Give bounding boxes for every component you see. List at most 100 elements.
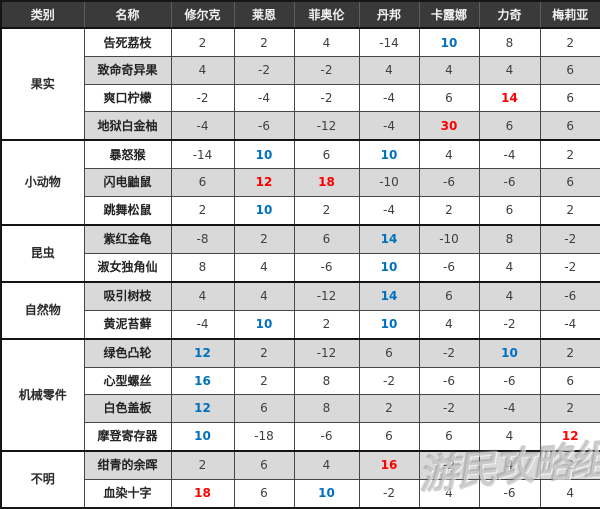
category-cell: 自然物: [0, 280, 85, 340]
value-cell: 8: [170, 252, 235, 283]
value-cell: -2: [170, 83, 235, 113]
value-cell: -2: [293, 83, 360, 113]
value-cell: 14: [478, 83, 541, 113]
value-cell: -2: [358, 478, 420, 509]
value-cell: -6: [293, 252, 360, 283]
value-cell: 2: [170, 449, 235, 480]
value-cell: 4: [358, 56, 420, 85]
value-cell: -12: [293, 111, 360, 141]
value-cell: 10: [358, 139, 420, 170]
value-cell: 4: [233, 280, 295, 311]
value-cell: 6: [539, 168, 600, 197]
table-row: 不明 绀青的余晖 2 6 4 16 -2 4 2: [0, 449, 600, 509]
table-body: 果实 告死荔枝 2 2 4 -14 10 8 2 致命奇异果 4 -2 -2 4 4 4 6 爽口柠檬 -2 -4 -2…: [0, 26, 600, 509]
value-cell: 8: [293, 394, 360, 423]
value-cell: 2: [418, 195, 480, 226]
value-cell: 4: [418, 56, 480, 85]
value-cell: 2: [539, 337, 600, 368]
value-cell: 10: [478, 337, 541, 368]
value-cell: 4: [539, 478, 600, 509]
value-cell: 6: [358, 337, 420, 368]
item-name-cell: 暴怒猴: [83, 139, 172, 170]
value-cell: 4: [478, 449, 541, 480]
value-cell: -4: [358, 195, 420, 226]
value-cell: -12: [293, 280, 360, 311]
value-cell: 2: [539, 449, 600, 480]
value-cell: -6: [539, 280, 600, 311]
item-name-cell: 闪电鼬鼠: [83, 168, 172, 197]
value-cell: 6: [170, 168, 235, 197]
value-cell: 2: [539, 139, 600, 170]
value-cell: 4: [233, 252, 295, 283]
item-name-cell: 吸引树枝: [83, 280, 172, 311]
table-row: 心型螺丝 16 2 8 -2 -6 -6 6: [1, 366, 600, 396]
value-cell: -4: [358, 83, 420, 113]
value-cell: -6: [478, 168, 541, 197]
value-cell: -6: [418, 366, 480, 396]
value-cell: 4: [170, 56, 235, 85]
column-header: 卡露娜: [418, 1, 480, 29]
value-cell: -2: [539, 223, 600, 254]
column-header: 菲奥伦: [293, 1, 360, 29]
value-cell: 10: [233, 195, 295, 226]
item-name-cell: 血染十字: [83, 478, 172, 509]
value-cell: 12: [539, 421, 600, 452]
value-cell: 4: [478, 280, 541, 311]
category-cell: 机械零件: [0, 337, 85, 452]
value-cell: 4: [478, 421, 541, 452]
value-cell: -2: [233, 56, 295, 85]
item-name-cell: 心型螺丝: [83, 366, 172, 396]
item-name-cell: 黄泥苔藓: [83, 309, 172, 340]
table-row: 机械零件 绿色凸轮 12 2 -12 6 -2 10 2: [0, 337, 600, 452]
value-cell: 6: [539, 56, 600, 85]
value-cell: 12: [233, 168, 295, 197]
value-cell: -2: [418, 394, 480, 423]
value-cell: 4: [418, 139, 480, 170]
value-cell: -18: [233, 421, 295, 452]
value-cell: -6: [418, 168, 480, 197]
value-cell: 10: [293, 478, 360, 509]
value-cell: -2: [418, 337, 480, 368]
value-cell: 4: [478, 56, 541, 85]
value-cell: 14: [358, 223, 420, 254]
table-row: 白色盖板 12 6 8 2 -2 -4 2: [1, 394, 600, 423]
table-row: 自然物 吸引树枝 4 4 -12 14 6 4 -6: [0, 280, 600, 340]
table-row: 爽口柠檬 -2 -4 -2 -4 6 14 6: [1, 83, 600, 113]
value-cell: 4: [170, 280, 235, 311]
item-name-cell: 绀青的余晖: [83, 449, 172, 480]
value-cell: 6: [293, 139, 360, 170]
value-cell: 18: [293, 168, 360, 197]
table-header: 类别 名称 修尔克 莱恩 菲奥伦 丹邦 卡露娜 力奇 梅莉亚: [0, 1, 600, 29]
value-cell: -2: [293, 56, 360, 85]
value-cell: 10: [358, 309, 420, 340]
value-cell: -4: [478, 394, 541, 423]
value-cell: 14: [358, 280, 420, 311]
category-cell: 小动物: [0, 139, 85, 226]
value-cell: 10: [233, 309, 295, 340]
table-row: 地狱白金柚 -4 -6 -12 -4 30 6 6: [1, 111, 600, 141]
value-cell: 6: [539, 366, 600, 396]
value-cell: 6: [233, 478, 295, 509]
value-cell: -2: [539, 252, 600, 283]
value-cell: 18: [170, 478, 235, 509]
value-cell: -10: [358, 168, 420, 197]
value-cell: 12: [170, 337, 235, 368]
table-row: 果实 告死荔枝 2 2 4 -14 10 8 2: [0, 26, 600, 141]
table-row: 淑女独角仙 8 4 -6 10 -6 4 -2: [1, 252, 600, 283]
value-cell: 4: [418, 478, 480, 509]
value-cell: -6: [478, 478, 541, 509]
value-cell: 8: [293, 366, 360, 396]
table-row: 跳舞松鼠 2 10 2 -4 2 6 2: [1, 195, 600, 226]
table-row: 致命奇异果 4 -2 -2 4 4 4 6: [1, 56, 600, 85]
value-cell: -4: [170, 309, 235, 340]
value-cell: 12: [170, 394, 235, 423]
value-cell: -6: [478, 366, 541, 396]
value-cell: -6: [418, 252, 480, 283]
value-cell: 4: [478, 252, 541, 283]
value-cell: 10: [233, 139, 295, 170]
item-name-cell: 告死荔枝: [83, 27, 172, 58]
column-header: 类别: [0, 1, 85, 29]
value-cell: 4: [293, 27, 360, 58]
item-name-cell: 致命奇异果: [83, 56, 172, 85]
